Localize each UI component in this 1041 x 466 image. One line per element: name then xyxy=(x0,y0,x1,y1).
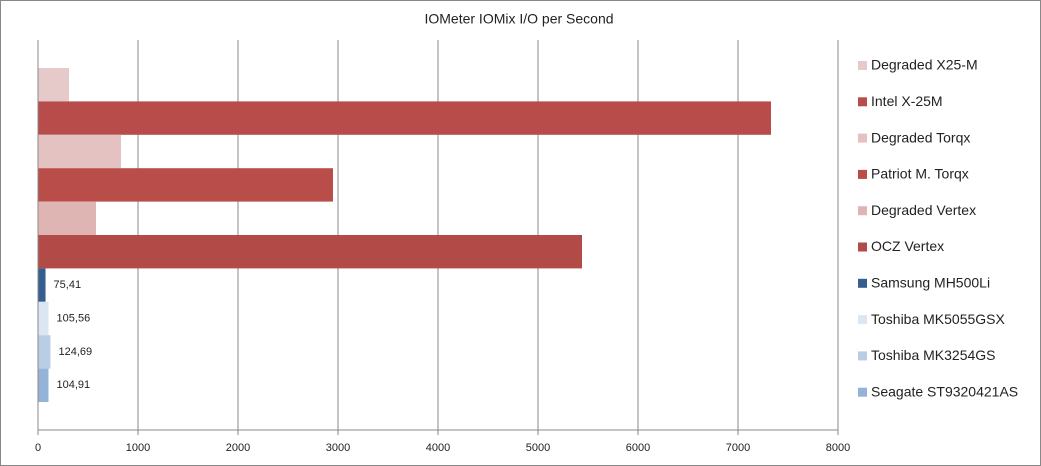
x-tick-label: 5000 xyxy=(526,442,550,454)
legend-swatch xyxy=(858,133,867,143)
x-tick-label: 3000 xyxy=(326,442,350,454)
legend-swatch xyxy=(858,97,867,107)
bar xyxy=(38,168,333,202)
bar xyxy=(38,201,96,235)
data-label: 105,56 xyxy=(57,312,91,324)
bar xyxy=(38,101,771,135)
x-tick-label: 7000 xyxy=(726,442,750,454)
legend-swatch xyxy=(858,315,867,325)
x-tick-label: 2000 xyxy=(226,442,250,454)
bar xyxy=(38,268,46,302)
bar xyxy=(38,335,51,369)
x-tick-label: 1000 xyxy=(126,442,150,454)
legend-label: Degraded Torqx xyxy=(871,129,970,145)
legend-swatch xyxy=(858,351,867,361)
legend-swatch xyxy=(858,206,867,216)
bar xyxy=(38,235,582,269)
legend-label: Patriot M. Torqx xyxy=(871,166,969,182)
legend-label: Toshiba MK5055GSX xyxy=(871,311,1006,327)
legend-swatch xyxy=(858,242,867,252)
legend-label: Seagate ST9320421AS xyxy=(871,383,1018,399)
legend-label: Toshiba MK3254GS xyxy=(871,347,996,363)
chart-title: IOMeter IOMix I/O per Second xyxy=(424,11,613,27)
x-tick-label: 8000 xyxy=(826,442,850,454)
legend-label: OCZ Vertex xyxy=(871,238,944,254)
legend-label: Degraded X25-M xyxy=(871,57,978,73)
legend-swatch xyxy=(858,61,867,70)
bar xyxy=(38,301,49,336)
bar xyxy=(38,68,69,102)
legend-label: Intel X-25M xyxy=(871,93,943,109)
data-label: 124,69 xyxy=(58,346,92,358)
legend-swatch xyxy=(858,278,867,288)
bar xyxy=(38,368,49,402)
legend-label: Samsung MH500Li xyxy=(871,275,990,291)
data-label: 104,91 xyxy=(56,379,90,391)
legend-swatch xyxy=(858,169,867,179)
data-label: 75,41 xyxy=(54,279,82,291)
x-tick-label: 4000 xyxy=(426,442,450,454)
x-tick-label: 6000 xyxy=(626,442,650,454)
legend-label: Degraded Vertex xyxy=(871,202,976,218)
x-tick-label: 0 xyxy=(35,442,41,454)
legend-swatch xyxy=(858,387,867,397)
bar xyxy=(38,134,121,169)
